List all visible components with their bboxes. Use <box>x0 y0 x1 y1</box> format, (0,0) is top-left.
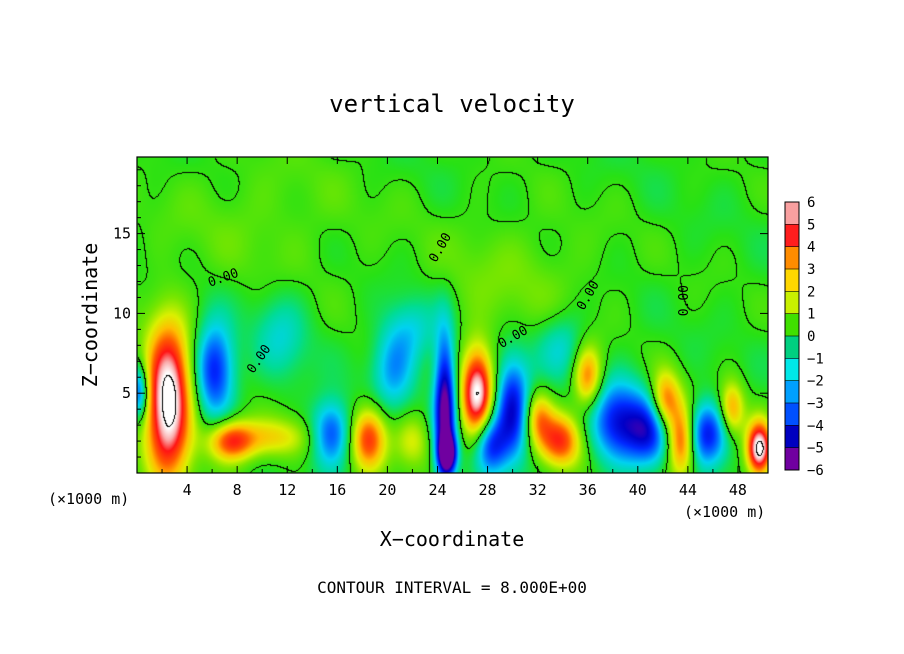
contour-label: 0.00 <box>677 285 692 316</box>
contour-interval-note: CONTOUR INTERVAL = 8.000E+00 <box>317 578 587 597</box>
x-tick-label: 32 <box>529 481 547 499</box>
y-axis-label: Z−coordinate <box>78 243 102 388</box>
x-tick-label: 4 <box>183 481 192 499</box>
colorbar-swatch <box>785 224 799 247</box>
x-tick-label: 44 <box>679 481 697 499</box>
colorbar-tick-label: −6 <box>807 463 824 479</box>
chart-title: vertical velocity <box>329 90 575 118</box>
colorbar-tick-label: 2 <box>807 284 815 300</box>
colorbar-swatch <box>785 269 799 292</box>
x-tick-label: 20 <box>378 481 396 499</box>
colorbar-swatch <box>785 291 799 314</box>
y-tick-label: 10 <box>113 304 131 322</box>
colorbar-swatch <box>785 246 799 269</box>
x-units-right: (×1000 m) <box>684 503 765 521</box>
x-tick-label: 36 <box>579 481 597 499</box>
x-tick-label: 48 <box>729 481 747 499</box>
colorbar-swatch <box>785 336 799 359</box>
x-axis: 4 8 12 16 20 24 28 32 36 40 44 48 <box>161 157 747 499</box>
x-tick-label: 24 <box>428 481 446 499</box>
colorbar-swatch <box>785 425 799 448</box>
x-tick-label: 8 <box>233 481 242 499</box>
colorbar-tick-label: −2 <box>807 374 824 390</box>
colorbar-tick-label: 3 <box>807 262 815 278</box>
x-units-left: (×1000 m) <box>48 490 129 508</box>
colorbar-tick-label: −1 <box>807 351 824 367</box>
colorbar-tick-label: 5 <box>807 217 815 233</box>
colorbar-tick-label: 6 <box>807 195 815 211</box>
colorbar-swatch <box>785 380 799 403</box>
colorbar-tick-label: 4 <box>807 240 815 256</box>
colorbar-swatch <box>785 313 799 336</box>
velocity-field <box>137 157 768 473</box>
y-tick-label: 5 <box>122 384 131 402</box>
colorbar: 6 5 4 3 2 1 0 −1 −2 −3 −4 −5 −6 <box>784 195 824 479</box>
colorbar-swatch <box>785 403 799 426</box>
colorbar-swatch <box>785 202 799 225</box>
x-tick-label: 16 <box>328 481 346 499</box>
x-axis-label: X−coordinate <box>380 527 525 551</box>
x-tick-label: 12 <box>278 481 296 499</box>
plot-frame <box>136 156 769 474</box>
colorbar-swatch <box>785 358 799 381</box>
colorbar-tick-label: 0 <box>807 329 815 345</box>
colorbar-tick-label: −5 <box>807 441 824 457</box>
colorbar-tick-label: −3 <box>807 396 824 412</box>
colorbar-tick-label: 1 <box>807 307 815 323</box>
x-tick-label: 28 <box>479 481 497 499</box>
y-axis: 5 10 15 <box>113 169 768 458</box>
x-tick-label: 40 <box>629 481 647 499</box>
colorbar-swatch <box>785 447 799 470</box>
colorbar-tick-label: −4 <box>807 418 824 434</box>
y-tick-label: 15 <box>113 225 131 243</box>
